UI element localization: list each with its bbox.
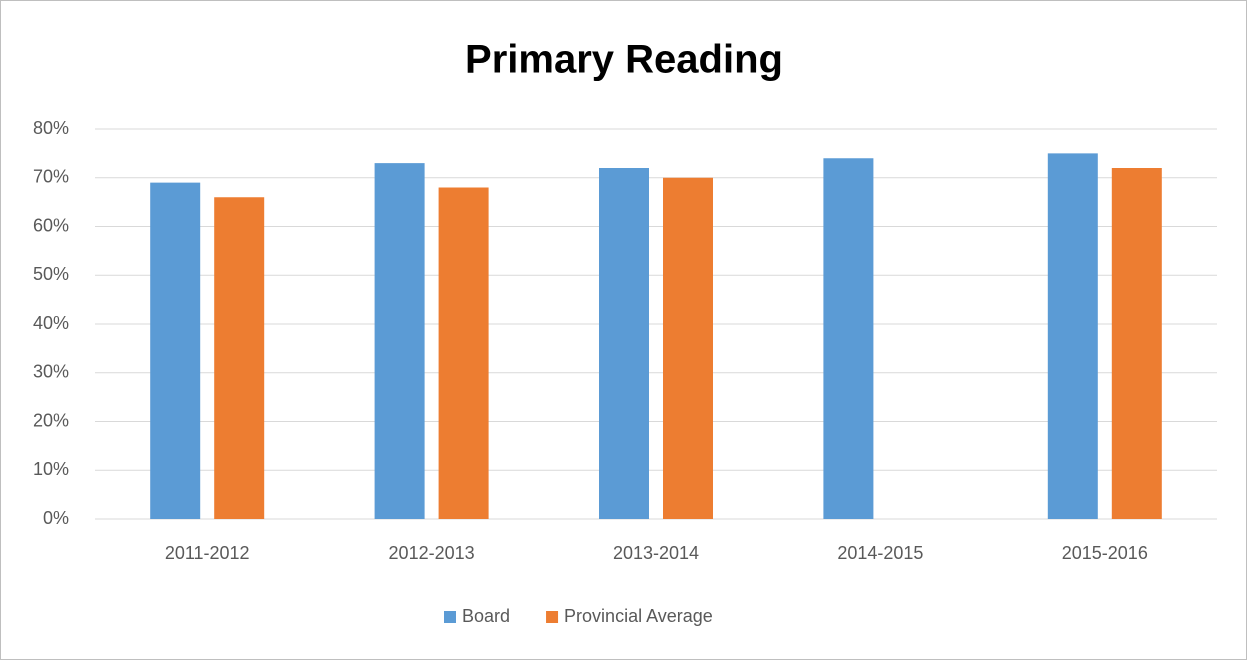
bar — [1047, 153, 1098, 519]
chart-title: Primary Reading — [465, 38, 783, 82]
x-tick-label: 2015-2016 — [1062, 543, 1148, 563]
y-tick-label: 40% — [33, 313, 69, 333]
y-tick-label: 50% — [33, 264, 69, 284]
bar — [438, 187, 489, 519]
legend-label: Provincial Average — [564, 606, 713, 626]
bar — [150, 182, 201, 519]
x-tick-label: 2011-2012 — [165, 543, 250, 563]
bar — [214, 197, 265, 519]
bar — [823, 158, 874, 519]
legend-swatch — [444, 611, 456, 623]
y-tick-label: 10% — [33, 459, 69, 479]
bar — [1111, 168, 1162, 519]
y-tick-label: 70% — [33, 167, 69, 187]
legend-swatch — [546, 611, 559, 623]
y-tick-label: 20% — [33, 410, 69, 430]
legend-label: Board — [462, 606, 510, 626]
x-tick-label: 2013-2014 — [613, 543, 699, 563]
bar — [599, 168, 649, 519]
bar — [663, 177, 713, 519]
y-tick-label: 80% — [33, 118, 69, 138]
x-tick-label: 2012-2013 — [389, 543, 475, 563]
y-tick-label: 60% — [33, 215, 69, 235]
y-tick-label: 30% — [33, 362, 69, 382]
bar — [374, 163, 425, 519]
x-tick-label: 2014-2015 — [837, 543, 923, 563]
y-tick-label: 0% — [43, 508, 69, 528]
